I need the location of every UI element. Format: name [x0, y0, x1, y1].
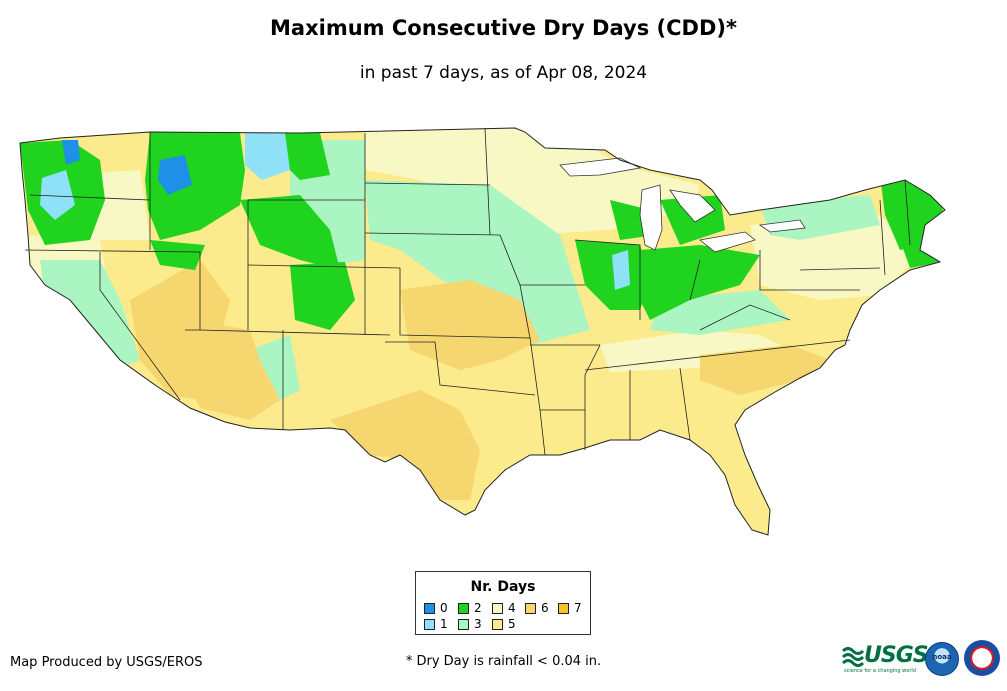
usgs-wordmark: USGS — [864, 643, 929, 668]
usgs-logo: USGS science for a changing world — [842, 643, 929, 677]
legend: Nr. Days 0 1 2 3 4 5 6 7 — [415, 571, 591, 635]
usgs-tagline: science for a changing world — [844, 668, 916, 674]
us-outline — [19, 127, 946, 536]
noaa-wordmark: noaa — [932, 653, 952, 661]
noaa-logo: noaa — [925, 642, 959, 676]
map-subtitle: in past 7 days, as of Apr 08, 2024 — [359, 63, 648, 83]
legend-label: 2 — [474, 601, 482, 615]
legend-label: 4 — [508, 601, 516, 615]
legend-item-6: 6 — [525, 601, 549, 615]
dry-day-footnote: * Dry Day is rainfall < 0.04 in. — [405, 654, 602, 669]
legend-label: 0 — [440, 601, 448, 615]
usgs-wave-icon — [842, 647, 864, 667]
legend-item-2: 2 — [458, 601, 482, 615]
map-credit: Map Produced by USGS/EROS — [10, 655, 203, 670]
legend-item-0: 0 — [424, 601, 448, 615]
legend-item-1: 1 — [424, 617, 448, 631]
legend-item-4: 4 — [492, 601, 516, 615]
legend-label: 5 — [508, 617, 516, 631]
dry-day-regions — [20, 128, 945, 535]
nws-logo — [964, 640, 1000, 676]
great-lakes — [559, 157, 806, 253]
legend-title: Nr. Days — [470, 579, 536, 595]
conus-cdd-map — [19, 127, 946, 536]
legend-label: 3 — [474, 617, 482, 631]
agency-logos: USGS science for a changing world noaa — [842, 637, 1007, 687]
state-boundaries — [24, 127, 911, 456]
legend-swatch — [558, 602, 569, 614]
legend-label: 6 — [541, 601, 549, 615]
legend-swatch — [492, 602, 503, 614]
legend-swatch — [424, 602, 435, 614]
legend-item-5: 5 — [492, 617, 516, 631]
legend-swatch — [492, 618, 503, 630]
legend-item-3: 3 — [458, 617, 482, 631]
legend-swatch — [458, 618, 469, 630]
legend-swatch — [424, 618, 435, 630]
legend-label: 7 — [574, 601, 582, 615]
legend-swatch — [525, 602, 536, 614]
map-title: Maximum Consecutive Dry Days (CDD)* — [270, 16, 737, 40]
legend-label: 1 — [440, 617, 448, 631]
legend-item-7: 7 — [558, 601, 582, 615]
legend-swatch — [458, 602, 469, 614]
